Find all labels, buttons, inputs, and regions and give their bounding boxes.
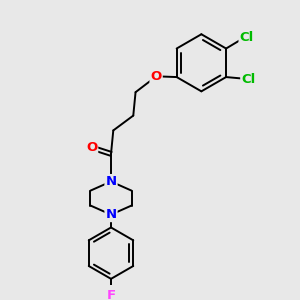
Text: O: O: [151, 70, 162, 83]
Text: O: O: [86, 141, 97, 154]
Text: Cl: Cl: [239, 31, 254, 44]
Text: F: F: [106, 289, 116, 300]
Text: N: N: [105, 208, 117, 221]
Text: N: N: [105, 175, 117, 188]
Text: Cl: Cl: [241, 73, 256, 85]
